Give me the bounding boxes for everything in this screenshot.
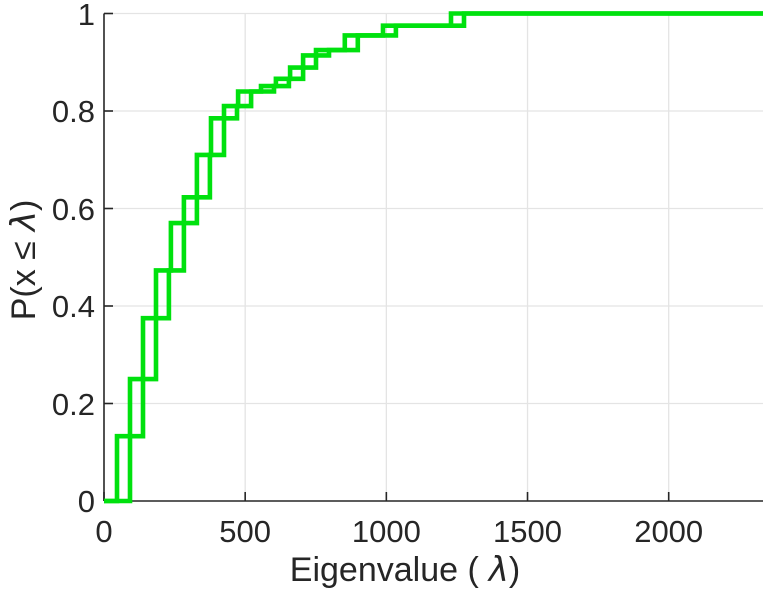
x-tick-label: 500: [219, 514, 272, 549]
y-tick-label: 0.6: [51, 191, 95, 227]
x-tick-label: 1500: [493, 514, 562, 549]
y-tick-label: 0.8: [51, 94, 95, 129]
x-tick-label: 2000: [634, 514, 704, 549]
x-axis-label-close: ): [508, 551, 521, 589]
x-axis-label-lambda: λ: [488, 550, 509, 590]
x-tick-label: 0: [95, 514, 113, 549]
y-tick-label: 0.2: [51, 386, 95, 422]
x-axis-label-text: Eigenvalue (: [289, 551, 479, 589]
y-axis-label-lambda: λ: [4, 211, 44, 232]
ecdf-curve-secondary: [104, 11, 763, 504]
axes: [103, 13, 763, 502]
y-tick-label: 1: [77, 0, 95, 32]
y-tick-label: 0.4: [51, 289, 95, 324]
y-tick-label: 0: [77, 484, 95, 519]
y-axis-label: P(x ≤ λ): [4, 199, 44, 321]
y-axis-label-close: ): [5, 199, 43, 212]
y-axis-label-text: P(x ≤: [5, 241, 43, 321]
x-axis-label: Eigenvalue (λ): [290, 553, 520, 587]
x-tick-label: 1000: [351, 514, 421, 549]
ecdf-curve-primary: [104, 11, 763, 504]
gridlines: [104, 12, 763, 501]
